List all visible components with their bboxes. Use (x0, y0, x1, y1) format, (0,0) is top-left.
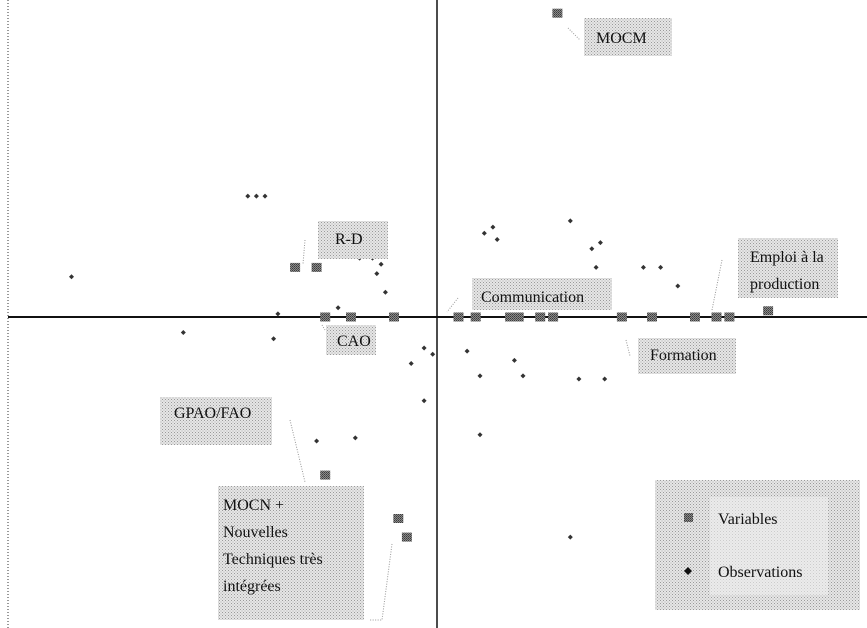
observation-point (602, 376, 608, 382)
scatter-points (69, 8, 774, 542)
variable-point (535, 312, 546, 322)
observation-point (378, 261, 384, 267)
observation-point (408, 361, 414, 366)
point-label-text: R-D (335, 231, 363, 248)
variable-point (393, 514, 404, 523)
label-leader-line (711, 259, 723, 311)
point-label-box (472, 278, 612, 310)
label-leader-line (567, 27, 581, 41)
point-label-text: Nouvelles (223, 524, 288, 541)
point-label-text: intégrées (223, 578, 281, 595)
point-label-box (584, 18, 672, 56)
observation-point (640, 264, 646, 270)
legend-variables-label: Variables (718, 511, 778, 528)
observation-point (658, 264, 664, 270)
legend-observations-label: Observations (718, 564, 802, 581)
variable-point (290, 262, 301, 272)
label-leader-line (289, 419, 306, 483)
variable-point (513, 312, 524, 322)
label-leader-line (446, 297, 459, 313)
observation-point (314, 438, 320, 444)
observation-point (421, 345, 427, 351)
observation-point (675, 283, 681, 289)
observation-point (271, 336, 277, 342)
point-label-box (218, 486, 364, 620)
variable-point (724, 312, 735, 322)
point-label-box (326, 325, 376, 355)
observation-point (430, 351, 436, 357)
observation-point (567, 534, 573, 540)
observation-point (464, 348, 470, 354)
point-label-box (638, 338, 736, 374)
label-leader-line (625, 339, 631, 357)
legend-inner-box (710, 497, 828, 595)
point-label-box (738, 238, 838, 298)
observation-point (567, 218, 573, 224)
variable-point (346, 312, 356, 322)
label-leader-line (370, 543, 393, 621)
observation-point (69, 274, 74, 280)
legend-observations-marker (684, 567, 692, 575)
variable-point (401, 532, 412, 542)
variable-point (548, 312, 559, 322)
legend-variables-marker (684, 513, 693, 522)
variable-point (311, 262, 322, 272)
observation-point (275, 311, 281, 317)
variable-point (690, 312, 700, 322)
point-labels: R-D CAO Communication Formation Emploi à la p… (160, 18, 838, 620)
observation-point (262, 193, 268, 199)
label-leader-line (321, 324, 326, 331)
variable-point (647, 312, 657, 322)
label-leader-lines (289, 27, 723, 621)
variable-point (453, 312, 464, 322)
point-label-text: MOCN + (223, 497, 284, 514)
variable-point (552, 8, 563, 18)
observation-point (494, 237, 500, 242)
observation-point (477, 432, 483, 438)
observation-point (597, 240, 603, 246)
variable-point (505, 312, 516, 322)
variable-point (763, 306, 774, 316)
variable-point (470, 312, 481, 322)
observation-point (490, 224, 496, 230)
point-label-text: production (750, 276, 819, 293)
observation-point (520, 373, 526, 379)
observation-point (481, 230, 487, 236)
point-label-text: Techniques très (223, 551, 323, 568)
observation-point (374, 271, 380, 277)
observation-point (352, 435, 358, 441)
variable-point (320, 312, 331, 322)
observation-point (421, 398, 427, 404)
observation-point (589, 246, 595, 252)
point-label-text: MOCM (596, 30, 647, 47)
legend: Variables Observations (655, 480, 860, 610)
observation-point (593, 264, 599, 270)
variable-point (389, 312, 399, 322)
point-label-text: Formation (650, 347, 717, 364)
point-label-text: CAO (337, 333, 371, 350)
observation-point (511, 357, 517, 363)
point-label-box (318, 221, 388, 259)
point-label-text: GPAO/FAO (174, 405, 251, 422)
observation-point (253, 193, 259, 199)
variable-point (320, 470, 331, 480)
point-label-text: Communication (481, 289, 584, 306)
point-label-text: Emploi à la (750, 249, 824, 266)
observation-point (382, 289, 388, 295)
observation-point (335, 305, 341, 311)
label-leader-line (302, 239, 306, 265)
point-label-box (160, 397, 272, 445)
variable-point (711, 312, 722, 322)
observation-point (180, 330, 186, 335)
observation-point (477, 373, 483, 379)
observation-point (245, 193, 251, 199)
variable-point (616, 312, 627, 322)
observation-point (576, 376, 582, 382)
